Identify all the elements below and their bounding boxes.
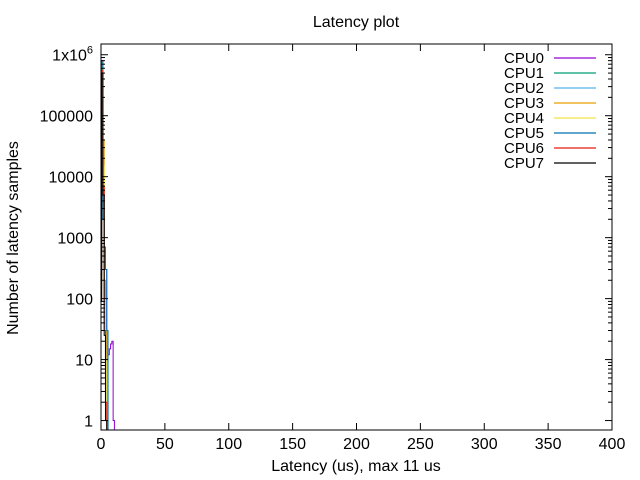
legend-label-cpu2: CPU2	[504, 80, 544, 97]
chart-title: Latency plot	[313, 14, 400, 31]
y-tick-label: 1000	[57, 231, 93, 248]
x-tick-label: 300	[471, 436, 498, 453]
x-tick-label: 250	[407, 436, 434, 453]
x-tick-label: 400	[599, 436, 626, 453]
x-tick-label: 100	[215, 436, 242, 453]
y-tick-label: 100000	[40, 109, 93, 126]
y-axis: 1 10 100 1000 10000 100000 1x106	[40, 45, 612, 431]
x-tick-label: 200	[343, 436, 370, 453]
y-tick-label: 10	[75, 353, 93, 370]
y-tick-label: 1x106	[52, 45, 93, 65]
y-tick-label: 100	[66, 292, 93, 309]
legend-label-cpu1: CPU1	[504, 65, 544, 82]
y-tick-label: 10000	[49, 170, 94, 187]
series-line-cpu7	[100, 72, 109, 431]
x-tick-label: 150	[279, 436, 306, 453]
x-tick-label: 50	[156, 436, 174, 453]
legend-label-cpu4: CPU4	[504, 110, 544, 127]
x-tick-label: 0	[97, 436, 106, 453]
legend-label-cpu7: CPU7	[504, 155, 544, 172]
x-tick-label: 350	[535, 436, 562, 453]
legend-label-cpu5: CPU5	[504, 125, 544, 142]
x-axis-label: Latency (us), max 11 us	[271, 458, 441, 475]
legend-label-cpu6: CPU6	[504, 140, 544, 157]
legend-label-cpu3: CPU3	[504, 95, 544, 112]
y-axis-label: Number of latency samples	[5, 141, 22, 335]
y-tick-label: 1	[84, 414, 93, 431]
legend-label-cpu0: CPU0	[504, 50, 544, 67]
x-axis: 0 50 100 150 200 250 300 350 400	[97, 44, 626, 453]
